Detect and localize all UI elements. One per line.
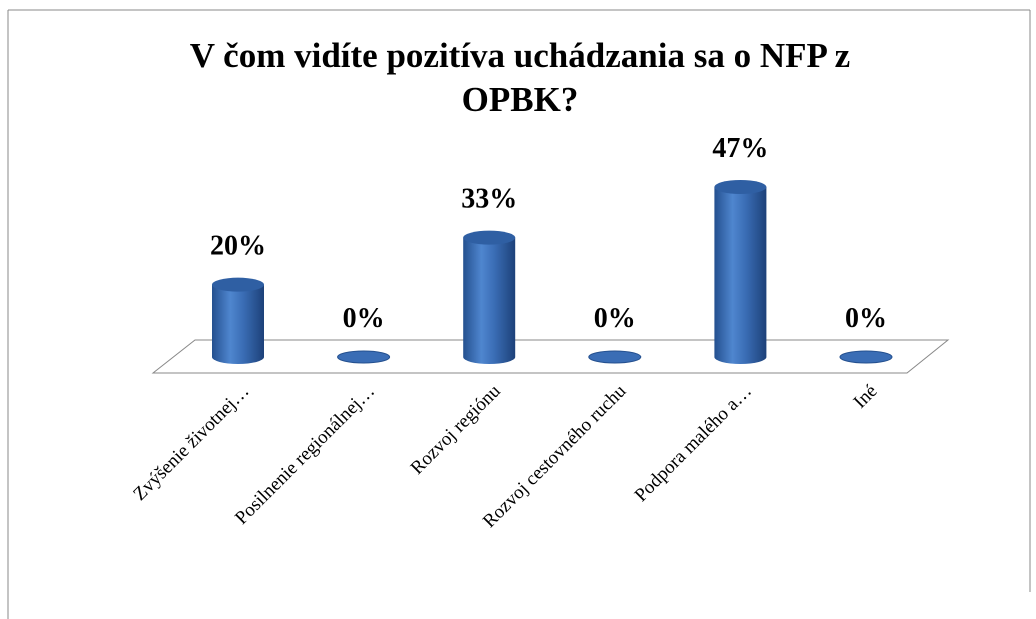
bar — [714, 187, 767, 365]
chart-title: V čom vidíte pozitíva uchádzania sa o NF… — [189, 36, 851, 119]
bar-top — [714, 180, 767, 194]
bar-top — [463, 230, 516, 245]
x-tick-label: Iné — [850, 381, 882, 413]
bar — [337, 350, 391, 364]
x-tick-label: Zvýšenie životnej… — [129, 381, 253, 505]
value-label: 47% — [712, 133, 768, 164]
x-tick-label: Rozvoj cestovného ruchu — [479, 380, 631, 532]
bar — [463, 237, 516, 365]
x-tick-label: Podpora malého a… — [631, 381, 756, 506]
value-label: 20% — [210, 231, 266, 262]
value-label: 33% — [461, 184, 517, 215]
bar-top — [212, 277, 264, 292]
x-tick-label: Posilnenie regionálnej… — [231, 381, 379, 529]
value-label: 0% — [845, 303, 887, 334]
value-label: 0% — [594, 303, 636, 334]
bar — [212, 284, 264, 364]
value-label: 0% — [343, 303, 385, 334]
bar — [839, 350, 893, 364]
floor — [151, 339, 950, 374]
x-tick-label: Rozvoj regiónu — [407, 380, 505, 478]
bar — [588, 350, 642, 364]
